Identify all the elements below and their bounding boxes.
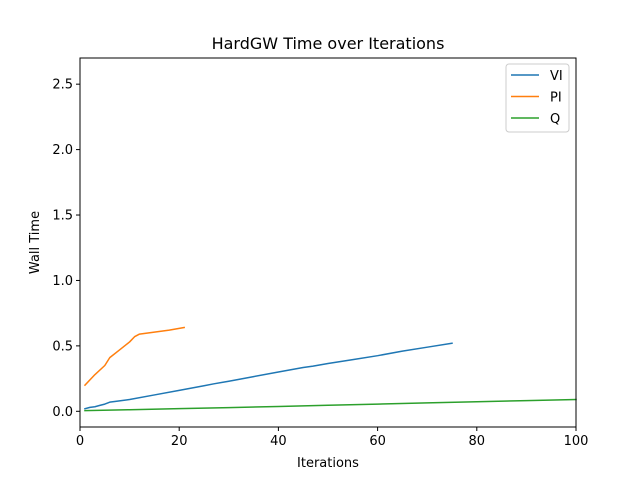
y-tick-label: 1.5 (52, 209, 73, 224)
y-tick-label: 2.0 (52, 143, 73, 158)
legend-label-pi: PI (550, 91, 562, 106)
x-tick-label: 80 (469, 434, 486, 449)
x-tick-label: 0 (76, 434, 84, 449)
legend-label-vi: VI (550, 69, 563, 84)
plot-frame (79, 57, 577, 428)
y-tick-label: 2.5 (52, 78, 73, 93)
legend-box (505, 63, 570, 133)
x-tick-label: 100 (564, 434, 589, 449)
x-axis-ticks: 0 20 40 60 80 100 (76, 427, 589, 449)
y-axis-ticks: 0.0 0.5 1.0 1.5 2.0 2.5 (52, 78, 80, 420)
series-line-vi (84, 342, 453, 410)
x-tick-label: 60 (369, 434, 386, 449)
y-tick-label: 1.0 (52, 274, 73, 289)
y-tick-label: 0.0 (52, 405, 73, 420)
x-tick-label: 40 (270, 434, 287, 449)
legend: VI PI Q (505, 63, 570, 133)
series-line-q (84, 398, 577, 412)
chart-title: HardGW Time over Iterations (212, 34, 445, 53)
series-layer (83, 326, 577, 412)
axes-layer (79, 57, 577, 428)
y-tick-label: 0.5 (52, 339, 73, 354)
y-axis-label: Wall Time (28, 211, 43, 274)
x-axis-label: Iterations (297, 456, 359, 471)
series-line-pi (83, 326, 186, 387)
legend-label-q: Q (550, 112, 560, 127)
x-tick-label: 20 (171, 434, 188, 449)
